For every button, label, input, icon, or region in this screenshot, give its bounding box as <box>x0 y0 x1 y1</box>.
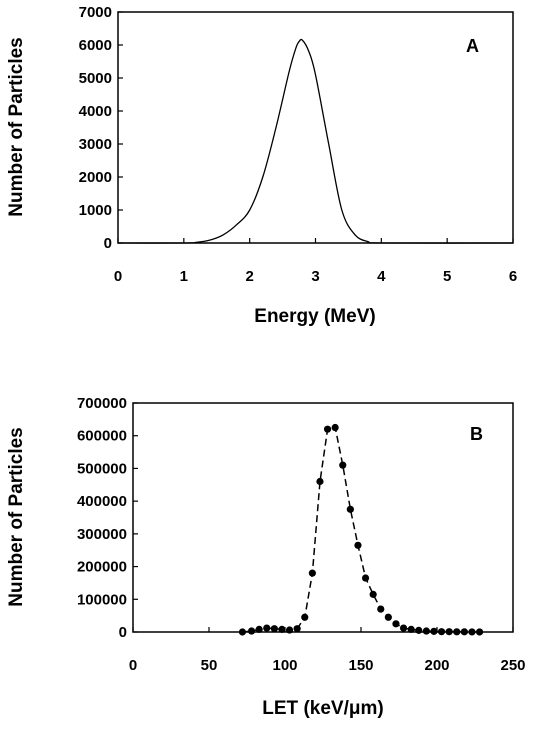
y-tick-label: 3000 <box>79 136 112 153</box>
data-point <box>460 628 468 636</box>
let-data-points <box>238 423 484 636</box>
y-tick-label: 0 <box>104 235 112 252</box>
data-point <box>384 613 392 621</box>
data-point <box>301 613 309 621</box>
x-axis-title-a: Energy (MeV) <box>254 306 375 327</box>
data-point <box>445 628 453 636</box>
data-point <box>437 628 446 636</box>
data-point <box>323 425 332 433</box>
y-tick-label: 1000 <box>79 202 112 219</box>
data-point <box>369 590 377 598</box>
x-tick-label: 0 <box>114 268 122 285</box>
energy-distribution-line <box>117 38 514 244</box>
x-ticks-a: 0 1 2 3 4 5 6 <box>114 238 517 285</box>
y-tick-label: 200000 <box>77 559 127 576</box>
data-point <box>263 624 271 632</box>
data-point <box>354 541 362 549</box>
data-point <box>339 461 347 469</box>
panel-b: 0 100000 200000 300000 400000 500000 600000 700… <box>6 395 526 719</box>
data-point <box>392 620 400 628</box>
plot-frame-a <box>117 11 514 244</box>
y-axis-title-b: Number of Particles <box>6 427 27 607</box>
y-ticks-b: 0 100000 200000 300000 400000 500000 600000 700… <box>77 395 138 641</box>
panel-label-a: A <box>466 36 479 56</box>
y-tick-label: 2000 <box>79 169 112 186</box>
panel-label-b: B <box>470 424 483 444</box>
x-tick-label: 1 <box>180 268 188 285</box>
y-ticks-a: 0 1000 2000 3000 4000 5000 6000 7000 <box>79 4 123 252</box>
data-point <box>399 624 408 632</box>
data-point <box>270 625 278 633</box>
x-ticks-b: 0 50 100 150 200 250 <box>129 627 526 674</box>
x-tick-label: 50 <box>201 657 218 674</box>
y-axis-title-a: Number of Particles <box>6 37 27 217</box>
x-axis-title-b: LET (keV/μm) <box>262 698 383 719</box>
plot-frame-b <box>132 402 514 633</box>
x-tick-label: 6 <box>509 268 517 285</box>
data-point <box>346 505 354 513</box>
data-point <box>468 628 476 636</box>
y-tick-label: 400000 <box>77 493 127 510</box>
data-point <box>407 625 415 633</box>
y-tick-label: 700000 <box>77 395 127 412</box>
y-tick-label: 300000 <box>77 526 127 543</box>
data-point <box>453 628 461 636</box>
let-distribution-line <box>242 426 480 633</box>
y-tick-label: 0 <box>119 624 127 641</box>
data-point <box>285 626 294 634</box>
y-tick-label: 600000 <box>77 428 127 445</box>
data-point <box>308 569 316 577</box>
data-point <box>293 625 301 633</box>
y-tick-label: 5000 <box>79 70 112 87</box>
data-point <box>247 627 256 635</box>
data-point <box>422 627 430 635</box>
data-point <box>415 626 423 634</box>
y-tick-label: 4000 <box>79 103 112 120</box>
x-tick-label: 0 <box>129 657 137 674</box>
data-point <box>430 627 438 635</box>
data-point <box>361 574 370 582</box>
data-point <box>255 625 263 633</box>
x-tick-label: 2 <box>245 268 253 285</box>
x-tick-label: 3 <box>311 268 319 285</box>
data-point <box>475 628 484 636</box>
x-tick-label: 5 <box>443 268 451 285</box>
data-point <box>316 477 324 486</box>
x-tick-label: 100 <box>272 657 297 674</box>
x-tick-label: 4 <box>377 268 386 285</box>
data-point <box>377 605 385 613</box>
y-tick-label: 6000 <box>79 37 112 54</box>
data-point <box>238 628 247 636</box>
y-tick-label: 100000 <box>77 591 127 608</box>
data-point <box>331 423 339 432</box>
y-tick-label: 500000 <box>77 460 127 477</box>
x-tick-label: 200 <box>424 657 449 674</box>
y-tick-label: 7000 <box>79 4 112 21</box>
x-tick-label: 250 <box>500 657 525 674</box>
data-point <box>278 625 286 633</box>
x-tick-label: 150 <box>348 657 373 674</box>
